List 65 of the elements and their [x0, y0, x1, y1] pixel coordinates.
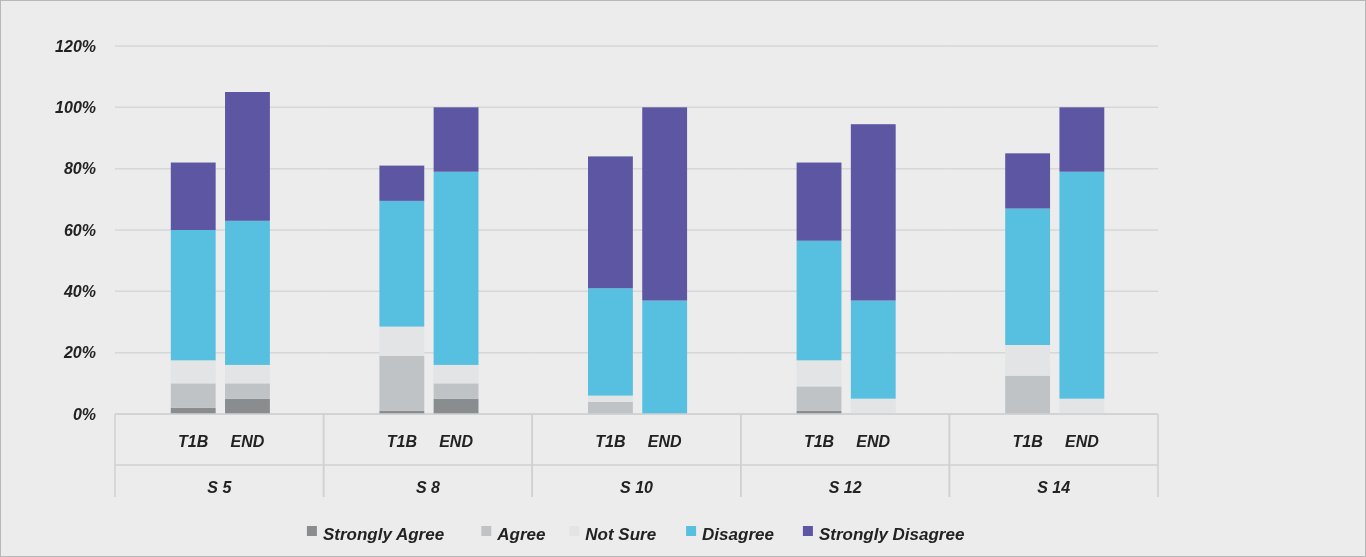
bar [796, 240, 842, 361]
bar [433, 383, 479, 399]
bar [642, 300, 688, 414]
bar [225, 398, 270, 414]
bar [796, 162, 842, 241]
bar [588, 156, 633, 289]
bar [225, 220, 270, 365]
bar [1059, 107, 1105, 172]
y-tick-label: 80% [63, 160, 96, 178]
x-tick-label: END [439, 432, 474, 450]
bar [433, 398, 479, 414]
x-tick-label: T1B [178, 432, 209, 450]
x-axis-title: S 10 [620, 478, 654, 496]
x-tick-label: T1B [803, 432, 835, 450]
y-tick-label: 0% [72, 405, 96, 423]
legend-label: Disagree [702, 524, 774, 544]
x-tick-label: END [856, 432, 891, 450]
bar [170, 162, 216, 230]
bar [170, 230, 216, 361]
bar [642, 107, 688, 301]
bar [850, 398, 896, 414]
bar [170, 360, 216, 384]
legend-label: Agree [496, 524, 546, 544]
x-tick-label: T1B [595, 432, 626, 450]
bar [225, 364, 270, 384]
bar [1059, 171, 1105, 399]
bar [850, 300, 896, 399]
bar [379, 355, 425, 411]
x-tick-label: END [1064, 432, 1100, 450]
bar [1005, 153, 1051, 209]
legend-label: Strongly Agree [322, 524, 445, 544]
bar [379, 326, 425, 356]
bar [170, 383, 216, 408]
bar [433, 107, 479, 172]
bar [1005, 375, 1051, 414]
x-tick-label: END [647, 432, 682, 450]
legend-label: Not Sure [585, 524, 657, 544]
x-tick-label: T1B [1012, 432, 1043, 450]
bar [796, 386, 842, 411]
bar [1005, 345, 1051, 376]
y-tick-label: 100% [55, 98, 96, 116]
bar [796, 360, 842, 387]
bar [379, 165, 425, 201]
bar [433, 171, 479, 365]
bar [588, 288, 633, 396]
legend-label: Strongly Disagree [818, 524, 965, 544]
x-tick-label: END [230, 432, 265, 450]
bar [225, 383, 270, 399]
bar [379, 200, 425, 327]
bar [850, 124, 896, 301]
bar [433, 364, 479, 384]
bar [588, 395, 633, 402]
x-axis-title: S 14 [1037, 478, 1071, 496]
bar [588, 401, 633, 414]
y-tick-label: 20% [62, 344, 96, 362]
bar [225, 92, 270, 221]
x-axis-title: S 8 [415, 478, 441, 496]
x-tick-label: T1B [386, 432, 417, 450]
bar [1059, 398, 1105, 414]
x-axis-title: S 12 [828, 478, 862, 496]
x-axis-title: S 5 [207, 478, 233, 496]
bar [1005, 208, 1051, 345]
y-tick-label: 40% [62, 282, 96, 300]
y-tick-label: 120% [55, 37, 96, 55]
y-tick-label: 60% [63, 221, 96, 239]
